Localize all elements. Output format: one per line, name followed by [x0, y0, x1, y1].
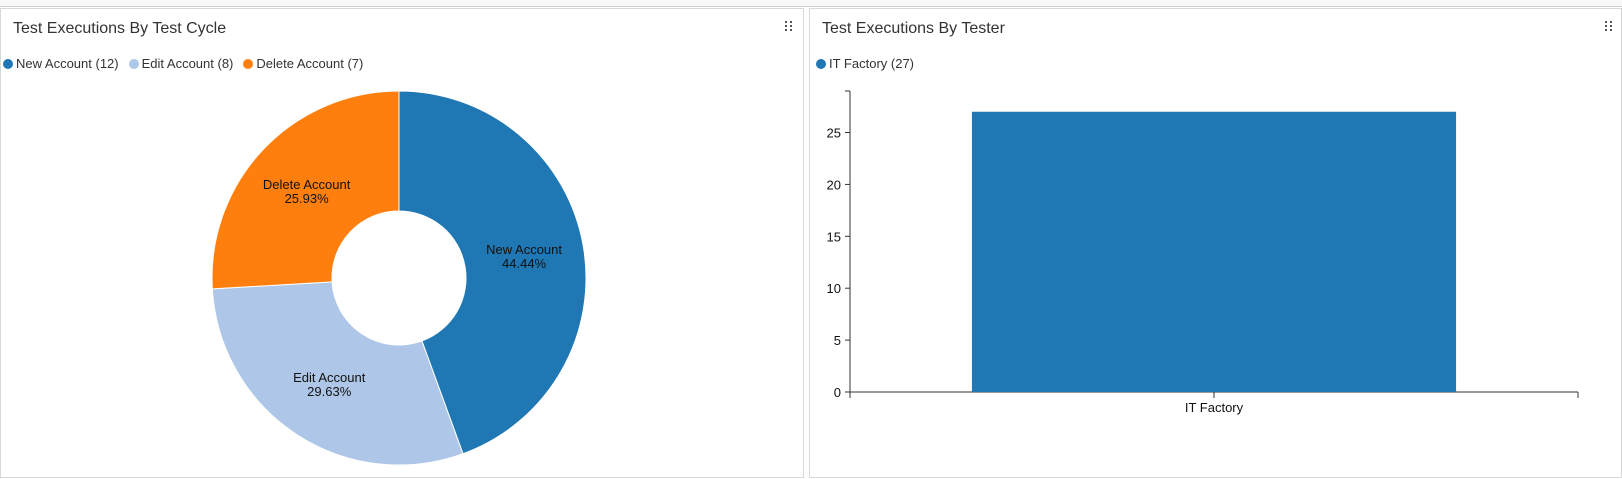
drag-handle-icon[interactable]: [783, 19, 795, 33]
slice-label: Delete Account: [263, 177, 351, 192]
drag-handle-icon[interactable]: [1603, 19, 1615, 33]
slice-label: Edit Account: [293, 370, 366, 385]
dashboard-top-bar: [0, 0, 1622, 7]
slice-percent-label: 29.63%: [307, 384, 352, 399]
legend: New Account (12) Edit Account (8) Delete…: [3, 56, 373, 71]
y-tick-label: 0: [834, 385, 841, 400]
legend-label: New Account (12): [16, 56, 119, 71]
y-tick-label: 15: [827, 229, 841, 244]
legend-dot-icon: [243, 58, 254, 69]
panel-test-executions-by-tester: Test Executions By Tester IT Factory (27…: [809, 8, 1622, 478]
slice-percent-label: 25.93%: [285, 191, 330, 206]
slice-delete-account[interactable]: [211, 90, 400, 290]
slice-edit-account[interactable]: [211, 281, 464, 466]
legend-label: Delete Account (7): [256, 56, 364, 71]
y-tick-label: 25: [827, 126, 841, 141]
y-tick-label: 10: [827, 281, 841, 296]
legend-dot-icon: [3, 58, 13, 69]
legend-dot-icon: [816, 58, 826, 69]
legend-item-delete-account[interactable]: Delete Account (7): [243, 56, 363, 71]
legend-label: IT Factory (27): [829, 56, 915, 71]
slice-label: New Account: [486, 242, 562, 257]
panel-test-executions-by-test-cycle: Test Executions By Test Cycle New Accoun…: [0, 8, 804, 478]
slice-percent-label: 44.44%: [502, 256, 547, 271]
slice-new-account[interactable]: [398, 90, 587, 455]
bar-it-factory[interactable]: [971, 111, 1457, 393]
x-tick-label: IT Factory: [1185, 400, 1244, 415]
panel-title: Test Executions By Test Cycle: [13, 20, 227, 37]
legend-dot-icon: [128, 58, 139, 69]
y-tick-label: 20: [827, 177, 841, 192]
y-tick-label: 5: [834, 333, 841, 348]
legend-item-it-factory[interactable]: IT Factory (27): [816, 56, 914, 71]
legend: IT Factory (27): [816, 56, 924, 71]
bar-chart: 0 5 10 15 20 25 IT Factory: [827, 90, 1579, 415]
legend-label: Edit Account (8): [141, 56, 234, 71]
legend-item-new-account[interactable]: New Account (12): [3, 56, 119, 71]
panel-title: Test Executions By Tester: [822, 20, 1005, 37]
legend-item-edit-account[interactable]: Edit Account (8): [128, 56, 234, 71]
